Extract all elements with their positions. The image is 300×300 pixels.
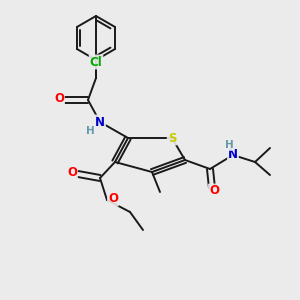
Text: O: O bbox=[67, 167, 77, 179]
Text: Cl: Cl bbox=[90, 56, 102, 68]
Text: S: S bbox=[168, 131, 176, 145]
Text: N: N bbox=[95, 116, 105, 128]
Text: H: H bbox=[225, 140, 233, 150]
Text: N: N bbox=[228, 148, 238, 161]
Text: O: O bbox=[209, 184, 219, 197]
Text: H: H bbox=[85, 126, 94, 136]
Text: O: O bbox=[54, 92, 64, 104]
Text: O: O bbox=[108, 193, 118, 206]
